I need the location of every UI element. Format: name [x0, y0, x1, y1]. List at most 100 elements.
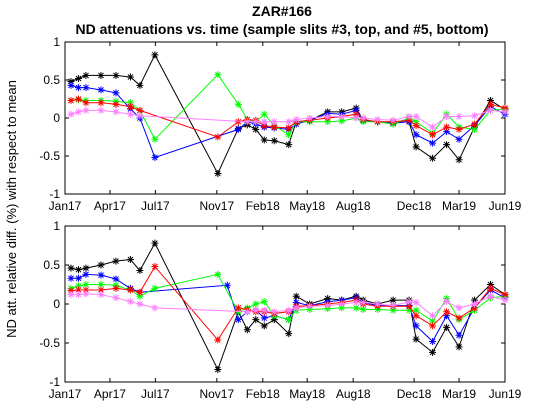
y-tick-label: -1 [49, 187, 60, 201]
x-tick-label: Jul17 [141, 199, 170, 213]
x-tick-label: Jun19 [489, 387, 522, 401]
data-point [306, 302, 314, 310]
data-point [455, 156, 463, 164]
data-point [429, 348, 437, 356]
data-point [112, 257, 120, 265]
data-point [352, 106, 360, 114]
data-point [471, 112, 479, 120]
data-point [270, 308, 278, 316]
x-tick-label: Mar19 [442, 387, 476, 401]
data-point [151, 239, 159, 247]
data-point [136, 292, 144, 300]
data-point [67, 81, 75, 89]
data-point [260, 136, 268, 144]
data-point [74, 291, 82, 299]
x-tick-label: Aug18 [336, 387, 371, 401]
data-point [112, 71, 120, 79]
data-point [471, 300, 479, 308]
data-point [136, 81, 144, 89]
data-point [234, 100, 242, 108]
data-point [412, 335, 420, 343]
data-point [455, 304, 463, 312]
data-point [270, 123, 278, 131]
data-point [136, 106, 144, 114]
data-point [292, 304, 300, 312]
data-point [487, 100, 495, 108]
data-point [429, 123, 437, 131]
data-point [74, 282, 82, 290]
data-point [405, 302, 413, 310]
data-point [126, 298, 134, 306]
data-point [97, 286, 105, 294]
data-point [214, 71, 222, 79]
data-point [501, 104, 509, 112]
data-point [214, 270, 222, 278]
data-point [352, 114, 360, 122]
data-point [412, 143, 420, 151]
data-point [234, 316, 242, 324]
x-tick-label: Jun19 [489, 199, 522, 213]
data-point [260, 314, 268, 322]
data-point [487, 281, 495, 288]
data-point [443, 308, 451, 316]
data-point [412, 112, 420, 120]
data-point [97, 271, 105, 279]
data-point [374, 116, 382, 124]
data-point [67, 264, 75, 272]
data-point [82, 290, 90, 298]
data-point [324, 118, 332, 126]
y-tick-label: 0.5 [43, 258, 60, 272]
data-point [487, 97, 495, 105]
data-point [501, 296, 509, 304]
data-point [412, 122, 420, 130]
data-point [74, 84, 82, 92]
data-point [412, 312, 420, 320]
x-tick-label: Nov17 [199, 387, 234, 401]
data-point [243, 118, 251, 126]
data-point [389, 296, 397, 304]
data-point [151, 154, 159, 162]
data-point [112, 284, 120, 292]
data-point [112, 275, 120, 283]
chart-title: ZAR#166 [252, 3, 312, 19]
data-point [405, 298, 413, 306]
data-point [405, 112, 413, 120]
data-point [359, 114, 367, 122]
data-point [126, 256, 134, 264]
data-point [243, 326, 251, 334]
x-tick-label: May18 [289, 387, 325, 401]
data-point [292, 116, 300, 124]
data-point [429, 317, 437, 325]
x-tick-label: Feb18 [246, 387, 280, 401]
x-tick-label: Dec18 [397, 199, 432, 213]
data-point [443, 141, 451, 149]
data-point [412, 322, 420, 330]
x-tick-label: Jan17 [49, 199, 82, 213]
data-point [443, 112, 451, 120]
data-point [67, 291, 75, 299]
data-point [270, 118, 278, 126]
chart-subtitle: ND attenuations vs. time (sample slits #… [75, 21, 488, 37]
data-point [67, 97, 75, 105]
data-point [338, 117, 346, 125]
data-point [285, 118, 293, 126]
data-point [82, 71, 90, 79]
data-point [324, 302, 332, 310]
data-point [252, 118, 260, 126]
y-tick-label: -0.5 [39, 149, 60, 163]
data-point [443, 123, 451, 131]
data-point [285, 141, 293, 149]
data-point [338, 112, 346, 120]
data-point [112, 294, 120, 302]
x-tick-label: Aug18 [336, 199, 371, 213]
series-line [70, 109, 506, 128]
x-tick-label: May18 [289, 199, 325, 213]
data-point [352, 298, 360, 306]
x-tick-label: Mar19 [442, 199, 476, 213]
data-point [126, 286, 134, 294]
data-point [412, 118, 420, 126]
data-point [429, 154, 437, 162]
data-point [270, 316, 278, 324]
data-point [292, 298, 300, 306]
